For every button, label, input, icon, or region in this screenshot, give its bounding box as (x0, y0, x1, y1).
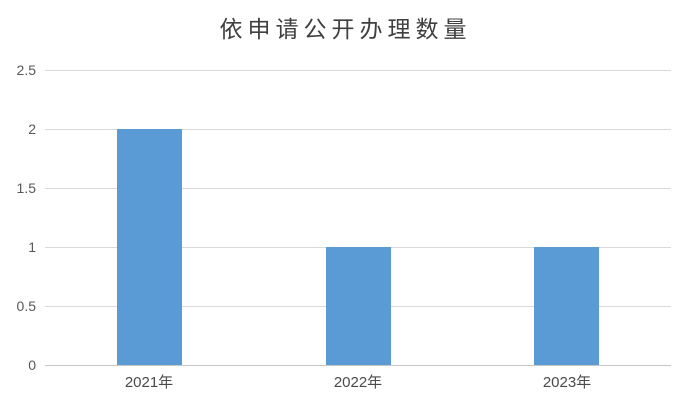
chart-title: 依申请公开办理数量 (219, 17, 472, 43)
x-tick-label: 2023年 (542, 374, 592, 391)
y-tick-label: 2.5 (16, 62, 36, 78)
bar-2023年 (534, 247, 599, 365)
y-tick-label: 1 (28, 239, 36, 255)
bar-2021年 (117, 129, 182, 365)
y-tick-label: 2 (28, 121, 36, 137)
x-tick-label: 2022年 (333, 374, 383, 391)
y-gridline (45, 188, 671, 189)
plot-area (45, 70, 671, 366)
y-tick-label: 0 (28, 357, 36, 373)
y-tick-label: 0.5 (16, 298, 36, 314)
y-tick-label: 1.5 (16, 180, 36, 196)
bar-2022年 (326, 247, 391, 365)
x-axis-line (45, 365, 671, 366)
y-gridline (45, 129, 671, 130)
y-gridline (45, 70, 671, 71)
x-tick-label: 2021年 (124, 374, 174, 391)
